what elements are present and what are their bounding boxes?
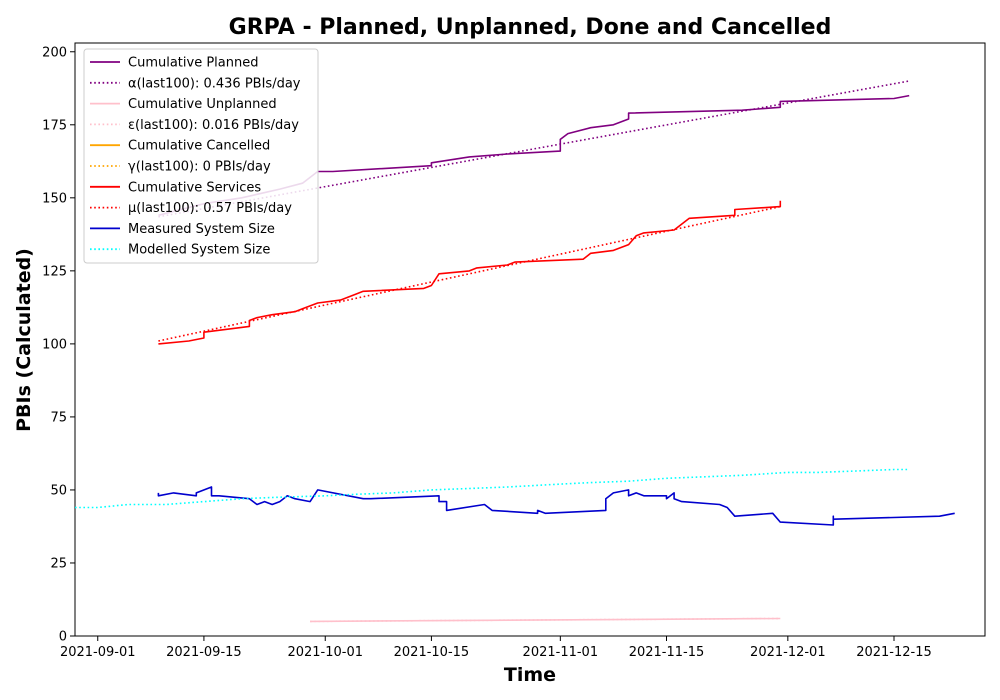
series-line-3 — [310, 617, 781, 623]
x-axis-label: Time — [504, 664, 556, 686]
y-tick-label: 50 — [50, 483, 67, 498]
y-axis-ticks: 0 25 50 75 100 125 150 175 200 — [42, 45, 75, 645]
y-tick-label: 100 — [42, 337, 67, 352]
legend-entry: μ(last100): 0.57 PBIs/day — [128, 201, 292, 216]
x-tick-label: 2021-11-15 — [629, 645, 705, 660]
x-tick-label: 2021-09-01 — [60, 645, 136, 660]
x-tick-label: 2021-10-15 — [394, 645, 470, 660]
legend-box — [83, 48, 319, 264]
x-axis-ticks: 2021-09-01 2021-09-15 2021-10-01 2021-10-15… — [60, 636, 932, 660]
legend-entry: Cumulative Services — [128, 180, 261, 195]
series-line-8 — [157, 486, 955, 526]
legend-entry: ε(last100): 0.016 PBIs/day — [128, 118, 299, 133]
legend-entry: Cumulative Unplanned — [128, 97, 277, 112]
y-tick-label: 200 — [42, 45, 67, 60]
x-tick-label: 2021-09-15 — [166, 645, 242, 660]
series-line-7 — [158, 205, 781, 342]
plot-area-frame — [74, 42, 986, 637]
y-tick-label: 75 — [50, 410, 67, 425]
x-tick-label: 2021-11-01 — [523, 645, 599, 660]
y-tick-label: 150 — [42, 191, 67, 206]
legend-entry: γ(last100): 0 PBIs/day — [128, 160, 271, 175]
y-axis-label: PBIs (Calculated) — [13, 248, 35, 432]
series-line-9 — [75, 468, 910, 509]
legend-entry: Measured System Size — [128, 222, 275, 237]
legend-entry: Cumulative Planned — [128, 56, 258, 71]
y-tick-label: 25 — [50, 556, 67, 571]
x-tick-label: 2021-12-01 — [750, 645, 826, 660]
legend-entry: Modelled System Size — [128, 243, 270, 258]
chart-title: GRPA - Planned, Unplanned, Done and Canc… — [229, 15, 832, 40]
y-tick-label: 125 — [42, 264, 67, 279]
y-tick-label: 0 — [59, 630, 67, 645]
x-tick-label: 2021-12-15 — [856, 645, 932, 660]
legend: Cumulative Planned α(last100): 0.436 PBIs… — [83, 48, 319, 264]
legend-entry: Cumulative Cancelled — [128, 139, 270, 154]
legend-entry: α(last100): 0.436 PBIs/day — [128, 76, 301, 91]
y-tick-label: 175 — [42, 118, 67, 133]
x-tick-label: 2021-10-01 — [287, 645, 363, 660]
